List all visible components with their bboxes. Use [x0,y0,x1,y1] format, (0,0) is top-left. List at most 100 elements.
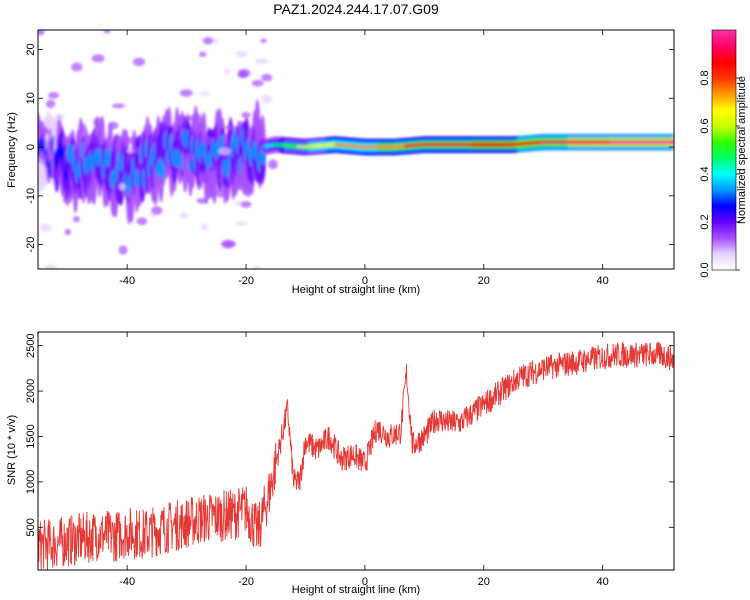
spectrogram-cell [178,212,190,219]
colorbar-tick-label: 0.0 [699,262,711,277]
spectrogram-x-tick-label: 0 [362,275,368,287]
colorbar-gradient [711,29,737,271]
spectrogram-cell [261,94,273,104]
spectrogram-cell [38,30,45,36]
spectrogram-cell [235,50,248,58]
spectrogram-cell [239,70,248,79]
spectrogram-y-tick-label: -10 [25,188,37,204]
colorbar: 0.0 0.2 0.4 0.6 0.8 Normalized spectral ampl… [699,29,748,278]
spectrogram-marks [38,30,674,269]
spectrogram-cell [93,117,104,128]
spectrogram-y-tick-label: 20 [25,43,37,55]
spectrogram-cell [118,182,127,191]
spectrogram-cell [179,115,192,122]
spectrogram-cell [200,223,208,232]
spectrogram-cell [72,216,80,223]
spectrogram-y-ticks: 20 10 0 -10 -20 [25,43,674,253]
spectrogram-cell [236,221,248,226]
spectrogram-frame [37,29,675,270]
spectrogram-cell [268,159,278,170]
snr-x-tick-label: -40 [119,576,135,588]
spectrogram-cell [39,154,51,160]
spectrogram-cell [251,79,264,87]
snr-panel: -40 -20 0 20 40 500 1000 1500 2000 2500 Height o… [6,331,675,596]
spectrogram-y-label: Frequency (Hz) [6,112,18,188]
spectrogram-cell [254,58,269,64]
figure-title: PAZ1.2024.244.17.07.G09 [273,1,439,17]
spectrogram-cell [241,112,251,119]
spectrogram-cell [118,245,128,255]
spectrogram-x-tick-label: 20 [478,275,490,287]
spectrogram-cell [222,240,236,248]
spectrogram-cell [45,99,56,109]
spectrogram-cell [668,139,674,145]
spectrogram-cell [39,223,52,232]
spectrogram-cell [136,217,148,226]
spectrogram-x-tick-label: -20 [238,275,254,287]
spectrogram-cell [190,113,203,123]
spectrogram-cell [181,152,194,162]
spectrogram-x-ticks: -40 -20 0 20 40 [119,30,609,287]
spectrogram-panel: -40 -20 0 20 40 20 10 0 -10 -20 Height of straig… [6,29,675,296]
snr-x-ticks: -40 -20 0 20 40 [119,332,609,588]
snr-y-label: SNR (10 * v/v) [6,415,18,485]
snr-frame [37,331,675,571]
snr-x-tick-label: -20 [238,576,254,588]
snr-x-label: Height of straight line (km) [292,584,420,596]
spectrogram-cell [55,114,65,121]
spectrogram-cell [150,206,163,215]
snr-series-line [38,340,674,570]
spectrogram-cell [78,123,87,133]
spectrogram-x-label: Height of straight line (km) [292,284,420,296]
snr-x-tick-label: 0 [362,576,368,588]
snr-x-tick-label: 20 [478,576,490,588]
spectrogram-x-tick-label: 40 [597,275,609,287]
snr-y-tick-label: 2500 [25,333,37,357]
spectrogram-cell [233,201,242,206]
colorbar-ticks: 0.0 0.2 0.4 0.6 0.8 [699,70,740,278]
snr-y-tick-label: 2000 [25,379,37,403]
spectrogram-y-tick-label: 0 [25,144,37,150]
spectrogram-cell [199,51,207,58]
spectrogram-cell [196,197,209,204]
spectrogram-cell [253,265,261,269]
spectrogram-cell [199,91,211,96]
spectrogram-cell [202,36,214,45]
colorbar-tick-label: 0.4 [699,166,711,181]
spectrogram-x-tick-label: -40 [119,275,135,287]
spectrogram-cell [107,121,119,130]
spectrogram-cell [239,201,252,208]
spectrogram-cell [261,73,273,82]
spectrogram-cell [225,125,238,130]
spectrogram-cell [44,264,57,269]
spectrogram-cell [64,228,72,236]
spectrogram-cell [38,127,50,135]
spectrogram-cell [71,62,83,72]
spectrogram-cell [216,188,226,198]
colorbar-label: Normalized spectral amplitude [736,76,748,224]
spectrogram-cell [111,103,125,109]
snr-y-tick-label: 1000 [25,470,37,494]
spectrogram-y-tick-label: -20 [25,237,37,253]
spectrogram-cell [91,54,105,63]
spectrogram-cell [123,136,136,144]
snr-y-tick-label: 1500 [25,424,37,448]
spectrogram-cell [132,57,146,67]
snr-y-tick-label: 500 [25,518,37,536]
spectrogram-cell [103,30,111,34]
colorbar-tick-label: 0.6 [699,118,711,133]
spectrogram-y-tick-label: 10 [25,92,37,104]
snr-x-tick-label: 40 [597,576,609,588]
spectrogram-cell [179,89,193,97]
spectrogram-cell [47,92,60,99]
colorbar-tick-label: 0.2 [699,214,711,229]
spectrogram-cell [126,148,134,154]
spectrogram-cell [199,171,210,182]
colorbar-tick-label: 0.8 [699,70,711,85]
snr-y-ticks: 500 1000 1500 2000 2500 [25,333,674,536]
spectrogram-cell [202,136,212,146]
spectrogram-cell [224,68,231,74]
spectrogram-cell [260,38,267,44]
spectrogram-cell [218,147,232,156]
